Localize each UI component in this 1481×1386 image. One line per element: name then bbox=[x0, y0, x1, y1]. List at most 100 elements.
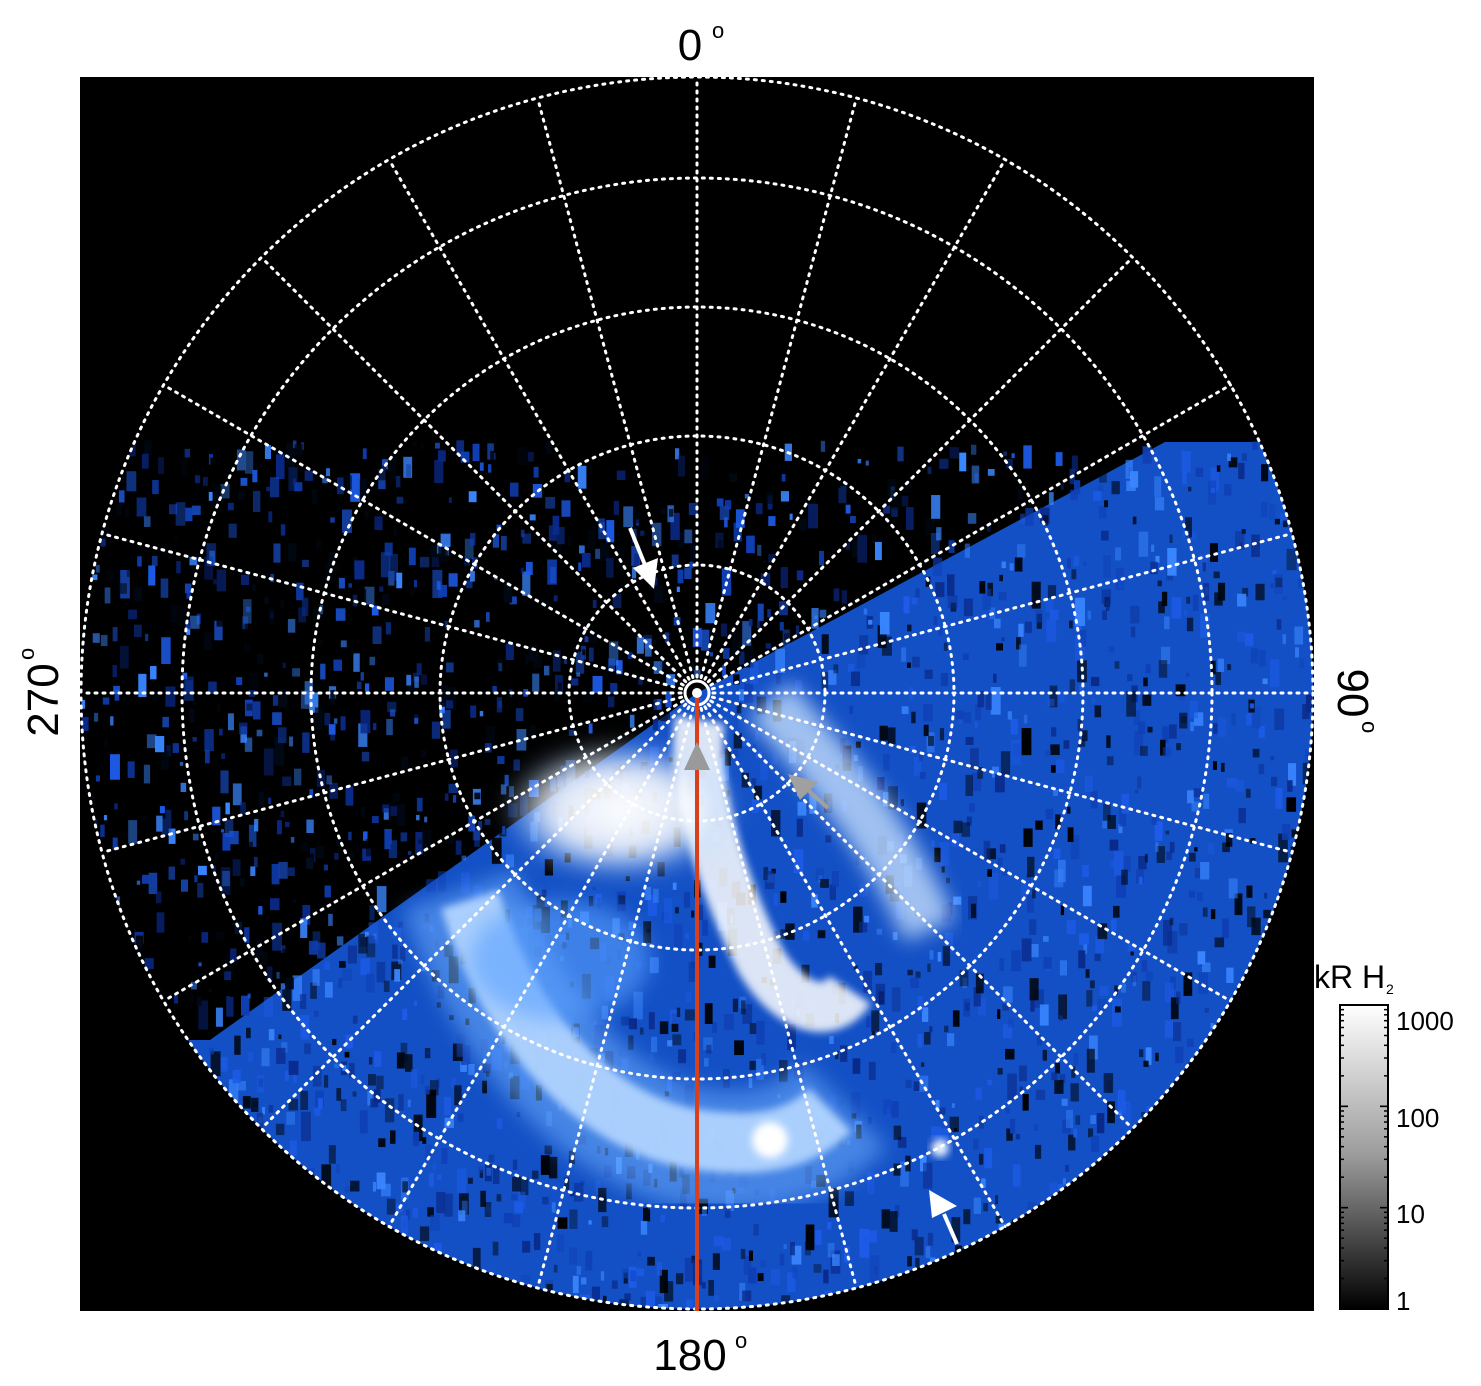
noise-speck bbox=[629, 714, 635, 728]
noise-speck bbox=[886, 1106, 890, 1115]
noise-speck bbox=[1167, 548, 1177, 576]
noise-speck bbox=[987, 869, 992, 877]
noise-speck bbox=[189, 615, 200, 629]
noise-speck bbox=[892, 490, 902, 510]
noise-speck bbox=[1194, 867, 1201, 879]
noise-speck bbox=[248, 824, 257, 847]
noise-speck bbox=[431, 549, 440, 568]
noise-speck bbox=[189, 556, 198, 566]
noise-speck bbox=[342, 1065, 347, 1071]
noise-speck bbox=[670, 512, 680, 540]
noise-speck bbox=[393, 527, 397, 536]
noise-speck bbox=[924, 1031, 931, 1045]
noise-speck bbox=[1188, 890, 1196, 898]
noise-speck bbox=[156, 912, 165, 933]
noise-speck bbox=[843, 1246, 850, 1263]
noise-speck bbox=[898, 1136, 907, 1148]
noise-speck bbox=[360, 806, 366, 818]
noise-speck bbox=[979, 1115, 984, 1129]
noise-speck bbox=[168, 828, 176, 844]
noise-speck bbox=[638, 678, 643, 685]
noise-speck bbox=[376, 1172, 386, 1190]
noise-speck bbox=[256, 940, 263, 956]
noise-speck bbox=[743, 738, 750, 747]
noise-speck bbox=[746, 535, 755, 554]
noise-speck bbox=[350, 473, 361, 502]
noise-speck bbox=[316, 538, 322, 551]
noise-speck bbox=[400, 832, 408, 842]
noise-speck bbox=[420, 674, 428, 685]
noise-speck bbox=[233, 918, 243, 942]
noise-speck bbox=[1054, 1079, 1064, 1094]
noise-speck bbox=[1036, 1034, 1043, 1046]
noise-speck bbox=[484, 1202, 492, 1217]
noise-speck bbox=[169, 504, 178, 515]
noise-speck bbox=[781, 1295, 791, 1309]
noise-speck bbox=[879, 725, 888, 741]
noise-speck bbox=[616, 546, 625, 568]
noise-speck bbox=[342, 509, 352, 534]
noise-speck bbox=[347, 735, 357, 757]
noise-speck bbox=[656, 1262, 663, 1276]
noise-speck bbox=[1190, 721, 1194, 732]
noise-speck bbox=[845, 542, 850, 550]
io-footprint-spot bbox=[931, 1139, 949, 1157]
noise-speck bbox=[543, 665, 550, 676]
noise-speck bbox=[288, 1098, 298, 1111]
noise-speck bbox=[188, 708, 195, 723]
noise-speck bbox=[775, 669, 781, 685]
noise-speck bbox=[151, 555, 158, 567]
noise-speck bbox=[436, 581, 441, 590]
noise-speck bbox=[490, 450, 495, 461]
noise-speck bbox=[397, 959, 403, 965]
noise-speck bbox=[1228, 878, 1238, 899]
noise-speck bbox=[1039, 1004, 1049, 1026]
noise-speck bbox=[1141, 1111, 1146, 1117]
noise-speck bbox=[284, 1070, 290, 1081]
noise-speck bbox=[754, 785, 763, 800]
noise-speck bbox=[1045, 808, 1054, 820]
noise-speck bbox=[156, 815, 163, 832]
noise-speck bbox=[321, 1164, 332, 1192]
noise-speck bbox=[672, 1034, 682, 1046]
noise-speck bbox=[174, 536, 179, 542]
noise-speck bbox=[967, 513, 977, 524]
noise-speck bbox=[1134, 730, 1144, 756]
noise-speck bbox=[121, 763, 127, 770]
noise-speck bbox=[504, 774, 509, 787]
noise-speck bbox=[766, 491, 774, 504]
noise-speck bbox=[1075, 597, 1086, 626]
noise-speck bbox=[685, 992, 692, 1003]
noise-speck bbox=[750, 660, 759, 685]
noise-speck bbox=[114, 803, 118, 810]
noise-speck bbox=[859, 635, 869, 655]
pole-marker-inner bbox=[692, 688, 702, 698]
noise-speck bbox=[371, 816, 379, 824]
noise-speck bbox=[701, 1206, 707, 1216]
noise-speck bbox=[787, 1023, 796, 1050]
noise-speck bbox=[660, 507, 666, 515]
noise-speck bbox=[756, 1058, 765, 1080]
noise-speck bbox=[412, 441, 417, 448]
noise-speck bbox=[280, 983, 285, 990]
noise-speck bbox=[827, 1242, 835, 1258]
noise-speck bbox=[684, 567, 692, 580]
noise-speck bbox=[157, 495, 164, 510]
noise-speck bbox=[533, 1233, 541, 1251]
noise-speck bbox=[437, 871, 447, 892]
noise-speck bbox=[228, 599, 236, 610]
noise-speck bbox=[124, 505, 130, 518]
noise-speck bbox=[985, 692, 992, 710]
noise-speck bbox=[299, 994, 307, 1010]
noise-speck bbox=[882, 636, 892, 656]
noise-speck bbox=[201, 932, 209, 943]
noise-speck bbox=[429, 1080, 439, 1096]
noise-speck bbox=[1049, 685, 1058, 708]
compass-label-left: 270 bbox=[19, 663, 68, 736]
noise-speck bbox=[312, 931, 321, 951]
noise-speck bbox=[1067, 827, 1074, 842]
noise-speck bbox=[454, 1085, 462, 1106]
noise-speck bbox=[192, 699, 198, 705]
noise-speck bbox=[414, 714, 419, 724]
noise-speck bbox=[439, 702, 445, 714]
